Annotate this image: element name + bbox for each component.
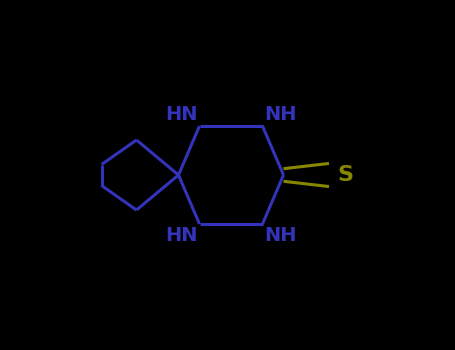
Text: S: S <box>338 165 354 185</box>
Text: NH: NH <box>264 226 297 245</box>
Text: HN: HN <box>165 226 198 245</box>
Text: HN: HN <box>165 105 198 124</box>
Text: NH: NH <box>264 105 297 124</box>
